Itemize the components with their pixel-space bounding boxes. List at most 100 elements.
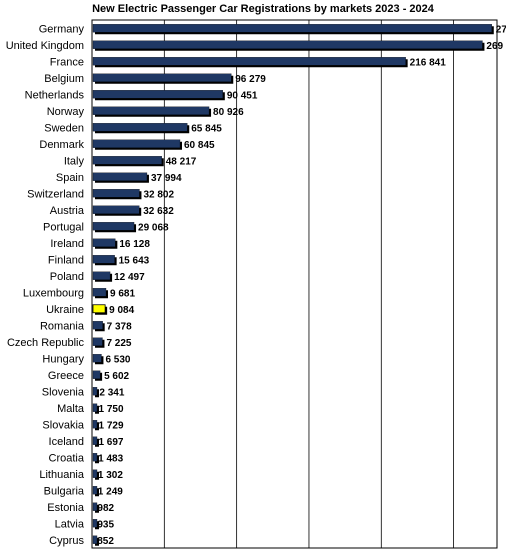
bar: [92, 387, 98, 396]
bar: [92, 519, 98, 528]
value-label: 7 378: [107, 321, 132, 332]
category-labels: Germany United Kingdom France Belgium Nether…: [6, 23, 85, 547]
value-label: 1 249: [98, 486, 123, 497]
chart-title: New Electric Passenger Car Registrations…: [92, 3, 435, 15]
value-label: 982: [97, 503, 114, 514]
bars: [92, 24, 494, 546]
category-label: Poland: [50, 271, 84, 283]
category-label: Ukraine: [46, 304, 84, 316]
value-label: 60 845: [184, 140, 215, 151]
category-label: Sweden: [44, 122, 84, 134]
bar: [92, 469, 98, 478]
bar: [92, 502, 98, 511]
bar: [92, 73, 232, 82]
bar: [92, 288, 107, 297]
value-label: 9 681: [110, 288, 135, 299]
bar: [92, 238, 116, 247]
bar: [92, 139, 181, 148]
bar: [92, 156, 162, 165]
value-label: 48 217: [166, 156, 197, 167]
category-label: Austria: [50, 205, 85, 217]
value-label: 37 994: [151, 173, 182, 184]
category-label: Czech Republic: [7, 337, 85, 349]
category-label: Bulgaria: [44, 485, 85, 497]
category-label: Spain: [56, 172, 84, 184]
value-label: 935: [97, 519, 114, 530]
category-label: Hungary: [42, 353, 84, 365]
bar: [92, 337, 103, 346]
bar: [92, 370, 101, 379]
category-label: France: [50, 56, 84, 68]
bar: [92, 403, 98, 412]
value-label: 96 279: [235, 74, 266, 85]
category-label: Germany: [39, 23, 85, 35]
value-label: 1 302: [98, 470, 123, 481]
category-label: Slovakia: [42, 419, 84, 431]
value-label: 5 602: [104, 371, 129, 382]
value-label: 1 750: [99, 404, 124, 415]
bar: [92, 354, 102, 363]
value-label: 2 341: [99, 387, 124, 398]
category-label: Estonia: [47, 502, 85, 514]
category-label: Portugal: [43, 221, 84, 233]
category-label: Iceland: [49, 436, 84, 448]
category-label: Belgium: [44, 73, 84, 85]
value-label: 276 390: [496, 24, 506, 35]
bar: [92, 106, 210, 115]
plot-frame: [91, 19, 498, 549]
value-label: 16 128: [119, 239, 150, 250]
bar: [92, 90, 223, 99]
category-label: Lithuania: [39, 469, 85, 481]
bar: [92, 222, 135, 231]
bar: [92, 271, 111, 280]
category-label: Finland: [48, 254, 84, 266]
bar: [92, 123, 188, 132]
bar: [92, 535, 98, 544]
category-label: Netherlands: [25, 89, 85, 101]
value-label: 6 530: [105, 354, 130, 365]
value-label: 90 451: [227, 90, 258, 101]
category-label: Croatia: [49, 452, 85, 464]
bar: [92, 304, 106, 314]
value-label: 1 483: [98, 453, 123, 464]
value-label: 32 632: [143, 206, 174, 217]
bar: [92, 255, 115, 264]
category-label: Switzerland: [27, 188, 84, 200]
bar: [92, 57, 406, 66]
category-label: Luxembourg: [23, 287, 84, 299]
bar: [92, 453, 98, 462]
category-label: Greece: [48, 370, 84, 382]
value-label: 32 802: [143, 189, 174, 200]
value-label: 65 845: [191, 123, 222, 134]
category-label: Latvia: [55, 518, 85, 530]
value-label: 1 697: [98, 437, 123, 448]
category-label: United Kingdom: [6, 40, 84, 52]
bar: [92, 436, 98, 445]
value-label: 852: [97, 536, 114, 547]
value-label: 12 497: [114, 272, 145, 283]
category-label: Slovenia: [42, 386, 85, 398]
value-label: 29 068: [138, 222, 169, 233]
bar: [92, 189, 140, 198]
category-label: Denmark: [39, 139, 84, 151]
category-label: Italy: [64, 155, 85, 167]
value-label: 9 084: [109, 305, 134, 316]
bar: [92, 205, 140, 214]
value-labels: 276 390 269 931 216 841 96 279 90 451 80 926 6…: [97, 24, 506, 547]
value-label: 269 931: [486, 41, 506, 52]
bar: [92, 321, 103, 330]
bar: [92, 420, 98, 429]
bar: [92, 486, 98, 495]
category-label: Malta: [57, 403, 85, 415]
category-label: Norway: [47, 106, 85, 118]
category-label: Romania: [40, 320, 85, 332]
category-label: Cyprus: [49, 535, 84, 547]
value-label: 7 225: [106, 338, 131, 349]
bar: [92, 172, 148, 181]
category-label: Ireland: [50, 238, 84, 250]
value-label: 15 643: [119, 255, 150, 266]
bar: [92, 40, 483, 49]
bar: [92, 24, 492, 33]
